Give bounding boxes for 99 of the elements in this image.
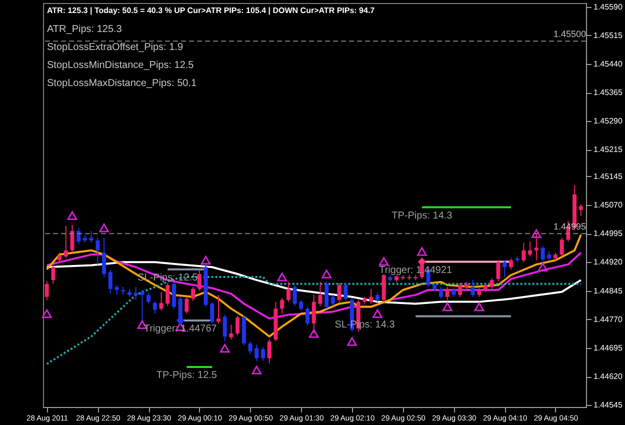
candlestick bbox=[159, 291, 164, 312]
y-tick-label: 1.44845 bbox=[594, 286, 623, 296]
annotation: ATR: 125.3 | Today: 50.5 = 40.3 % UP Cur>ATR PIPs: 105.4 | DOWN Cur>ATR PIPs: 94.7 bbox=[47, 6, 376, 15]
candlestick bbox=[134, 286, 138, 300]
candlestick bbox=[439, 286, 444, 300]
candlestick bbox=[578, 204, 583, 217]
y-tick-label: 1.44770 bbox=[594, 314, 623, 324]
point bbox=[531, 229, 542, 238]
candlestick bbox=[152, 300, 157, 314]
y-tick-label: 1.44920 bbox=[594, 258, 623, 267]
point bbox=[42, 309, 52, 318]
candlestick bbox=[184, 296, 189, 314]
candlestick bbox=[337, 282, 342, 302]
candlestick bbox=[528, 241, 532, 257]
y-tick-label: 1.45070 bbox=[594, 200, 623, 210]
candlestick bbox=[114, 284, 119, 296]
candlestick bbox=[458, 282, 462, 298]
candlestick bbox=[254, 344, 259, 362]
candlestick bbox=[210, 301, 214, 324]
candlestick bbox=[560, 237, 564, 257]
candlestick bbox=[534, 232, 538, 261]
candlestick bbox=[280, 297, 284, 314]
annotation: TP-Pips: 12.5 bbox=[156, 370, 218, 381]
candlestick bbox=[344, 282, 348, 302]
point bbox=[417, 247, 427, 256]
candlestick bbox=[58, 252, 62, 263]
candlestick bbox=[261, 346, 265, 362]
candlestick bbox=[236, 315, 240, 336]
candlestick bbox=[292, 284, 297, 306]
candlestick bbox=[140, 289, 144, 320]
candlestick bbox=[191, 286, 196, 302]
point bbox=[200, 256, 211, 265]
candlestick bbox=[64, 225, 68, 259]
candlestick bbox=[222, 314, 227, 342]
candlestick bbox=[267, 339, 272, 364]
point bbox=[378, 257, 389, 266]
candlestick bbox=[540, 245, 545, 262]
candlestick bbox=[445, 286, 450, 300]
candlestick bbox=[508, 258, 513, 270]
annotation: StopLossMaxDistance_Pips: 50.1 bbox=[47, 78, 197, 89]
candlestick bbox=[375, 292, 380, 302]
annotation: Trigger: 1.44767 bbox=[144, 323, 218, 334]
y-tick-label: 1.45145 bbox=[594, 172, 623, 181]
y-tick-label: 1.45515 bbox=[594, 30, 623, 40]
candlestick bbox=[502, 260, 507, 278]
candlestick bbox=[172, 281, 176, 310]
y-tick-label: 1.45590 bbox=[594, 2, 623, 12]
annotation: TP-Pips: 14.3 bbox=[392, 210, 453, 222]
annotation: ATR_Pips: 125.3 bbox=[47, 24, 122, 35]
candlestick bbox=[306, 306, 310, 326]
annotation: StopLossExtraOffset_Pips: 1.9 bbox=[47, 42, 184, 53]
y-tick-label: 1.44995 bbox=[594, 229, 623, 238]
candlestick bbox=[197, 270, 202, 292]
candlestick bbox=[108, 270, 112, 294]
y-tick-label: 1.45365 bbox=[594, 88, 623, 98]
candlestick bbox=[318, 281, 322, 306]
candlestick bbox=[44, 280, 49, 301]
point bbox=[442, 302, 452, 312]
candlestick bbox=[522, 242, 526, 263]
candlestick bbox=[330, 294, 335, 306]
candlestick bbox=[51, 264, 56, 284]
candlestick bbox=[324, 281, 329, 310]
point bbox=[308, 329, 319, 338]
point bbox=[99, 223, 109, 232]
candlestick bbox=[248, 340, 252, 355]
y-tick-label: 1.45290 bbox=[594, 116, 623, 126]
y-tick-label: 1.44620 bbox=[594, 372, 623, 382]
point bbox=[277, 272, 288, 282]
point bbox=[67, 211, 78, 220]
point bbox=[322, 270, 332, 278]
y-tick-label: 1.45440 bbox=[594, 59, 623, 68]
candlestick bbox=[166, 282, 170, 306]
candlestick bbox=[229, 324, 234, 340]
candlestick bbox=[102, 237, 106, 278]
candlestick bbox=[89, 230, 94, 244]
candlestick bbox=[96, 237, 100, 265]
candlestick bbox=[299, 299, 304, 312]
point bbox=[474, 302, 484, 312]
candlestick bbox=[369, 288, 374, 304]
point bbox=[220, 344, 230, 353]
candlestick bbox=[286, 281, 290, 302]
candlestick bbox=[470, 280, 475, 298]
candlestick bbox=[496, 260, 500, 282]
point bbox=[538, 262, 548, 272]
point bbox=[252, 366, 262, 374]
candlestick bbox=[146, 292, 151, 304]
y-tick-label: 1.44545 bbox=[594, 400, 623, 410]
y-tick-label: 1.44695 bbox=[594, 343, 623, 352]
candlestick bbox=[312, 294, 316, 334]
point bbox=[372, 309, 382, 318]
annotation: StopLossMinDistance_Pips: 12.5 bbox=[47, 60, 194, 71]
ref-line-label: 1.45500 bbox=[553, 29, 586, 40]
candlestick bbox=[216, 294, 220, 324]
candlestick bbox=[70, 224, 74, 254]
line-series bbox=[46, 234, 582, 338]
candlestick bbox=[490, 278, 494, 290]
point bbox=[347, 337, 357, 346]
y-tick-label: 1.45215 bbox=[594, 145, 623, 154]
candlestick bbox=[76, 227, 81, 244]
